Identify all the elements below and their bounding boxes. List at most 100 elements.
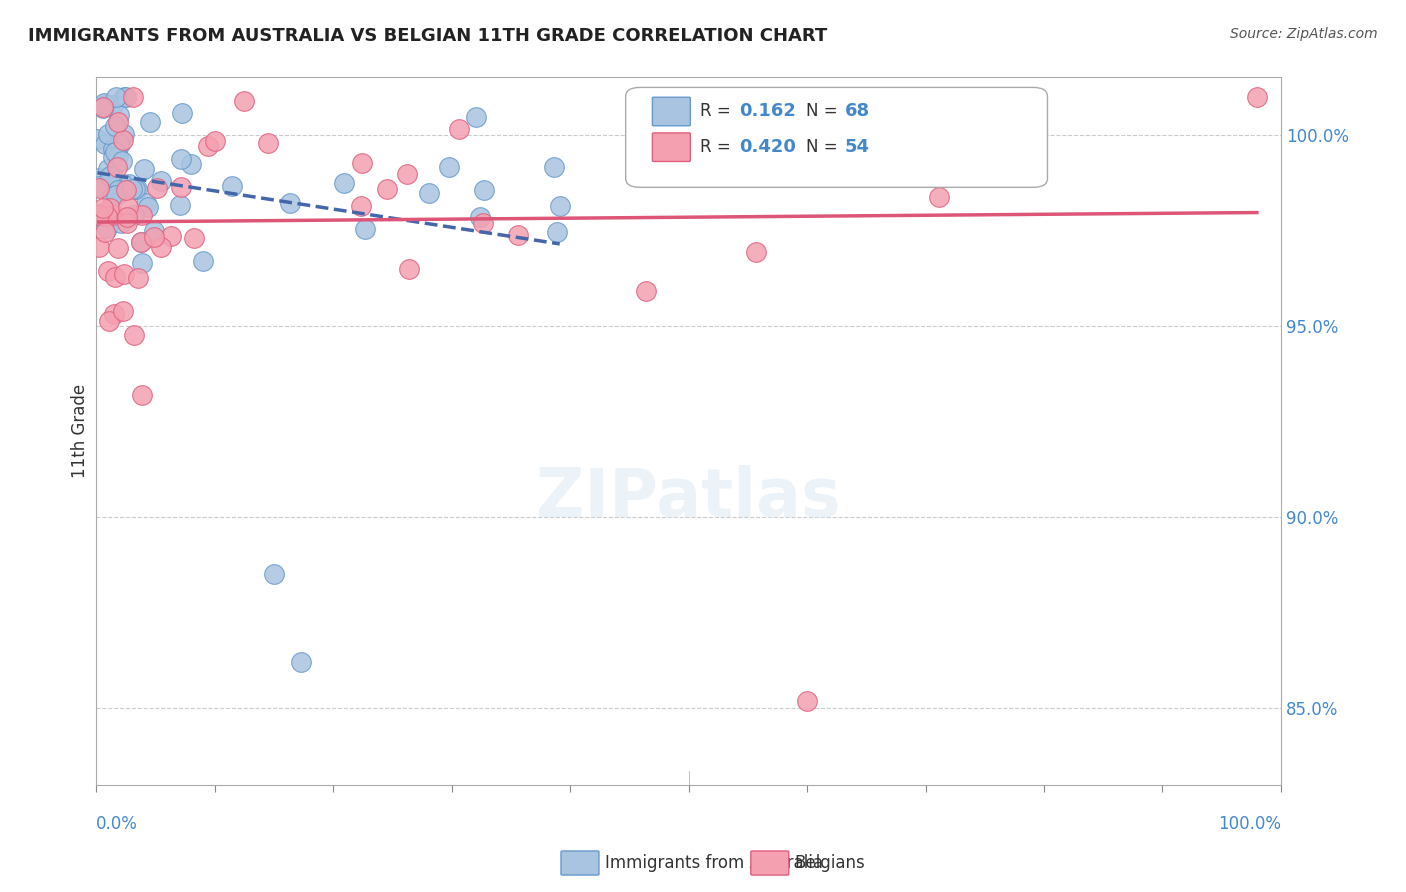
Point (101, 150, 124, 164)
Point (93, 97, 115, 112)
Text: 0.162: 0.162 (740, 103, 796, 120)
Text: IMMIGRANTS FROM AUSTRALIA VS BELGIAN 11TH GRADE CORRELATION CHART: IMMIGRANTS FROM AUSTRALIA VS BELGIAN 11T… (28, 27, 827, 45)
Point (170, 180, 193, 194)
Point (104, 270, 127, 285)
Point (86, 132, 108, 146)
Point (114, 184, 136, 198)
Point (204, 134, 226, 148)
Point (100, 188, 122, 202)
Point (118, 177, 141, 191)
Point (472, 183, 495, 197)
Point (197, 139, 219, 153)
Point (134, 161, 156, 176)
Point (183, 231, 205, 245)
Point (257, 136, 280, 151)
Point (103, 208, 125, 222)
Point (87, 179, 110, 194)
Point (548, 199, 571, 213)
Point (101, 142, 124, 156)
Point (352, 156, 374, 170)
Point (122, 208, 145, 222)
Point (263, 567, 285, 582)
Point (122, 89, 145, 103)
Point (396, 167, 419, 181)
Point (107, 108, 129, 122)
Point (110, 185, 132, 199)
Point (122, 327, 145, 342)
Point (131, 208, 153, 222)
Point (375, 182, 398, 196)
Point (97, 127, 120, 141)
Text: Immigrants from Australia: Immigrants from Australia (605, 855, 823, 872)
Point (981, 89, 1004, 103)
Point (96, 209, 118, 223)
Point (465, 111, 488, 125)
Point (745, 245, 768, 260)
Point (928, 190, 950, 204)
Point (115, 89, 138, 103)
Point (105, 161, 128, 175)
Text: 0.0%: 0.0% (96, 815, 138, 833)
Point (508, 228, 530, 243)
Point (124, 182, 146, 196)
Point (447, 121, 470, 136)
Point (136, 200, 159, 214)
Text: 68: 68 (845, 103, 870, 120)
Point (169, 197, 191, 211)
Point (87, 181, 110, 195)
Text: R =: R = (700, 138, 737, 156)
Point (111, 304, 134, 318)
Point (104, 145, 127, 159)
Point (104, 89, 127, 103)
Point (114, 127, 136, 141)
Point (134, 196, 156, 211)
Point (350, 199, 373, 213)
Point (108, 136, 131, 151)
Point (546, 226, 568, 240)
Point (139, 114, 162, 128)
Point (107, 183, 129, 197)
Point (143, 230, 166, 244)
Point (103, 307, 125, 321)
Point (160, 229, 183, 244)
Point (354, 222, 377, 236)
Point (634, 284, 657, 298)
Point (94, 225, 117, 239)
Point (150, 240, 173, 254)
Point (131, 387, 153, 401)
Text: N =: N = (806, 103, 842, 120)
Point (97, 161, 120, 176)
Point (127, 271, 149, 285)
Point (107, 177, 129, 191)
Point (96, 221, 118, 235)
Point (93, 96, 115, 111)
Point (290, 656, 312, 670)
Point (87, 207, 110, 221)
Point (104, 188, 127, 202)
Point (87, 208, 110, 222)
Point (131, 235, 153, 249)
Point (146, 181, 169, 195)
Point (91, 101, 114, 115)
Point (121, 181, 143, 195)
Point (221, 179, 243, 194)
Text: N =: N = (806, 138, 842, 156)
Point (110, 216, 132, 230)
Point (129, 235, 152, 250)
Point (233, 94, 256, 108)
Point (98, 314, 121, 328)
Point (91, 201, 114, 215)
Point (472, 216, 495, 230)
Point (101, 168, 124, 182)
Point (107, 241, 129, 255)
Point (468, 211, 491, 225)
Point (149, 174, 172, 188)
Point (191, 254, 214, 268)
Point (107, 114, 129, 128)
Point (111, 133, 134, 147)
Point (117, 200, 139, 214)
Point (796, 693, 818, 707)
Point (108, 136, 131, 151)
Point (332, 176, 354, 190)
Text: Source: ZipAtlas.com: Source: ZipAtlas.com (1230, 27, 1378, 41)
